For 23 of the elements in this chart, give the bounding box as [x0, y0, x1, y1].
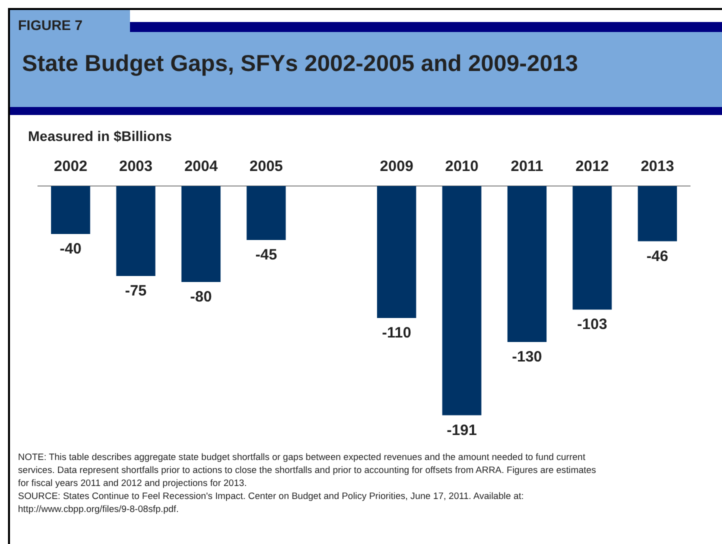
x-tick-label: 2003	[119, 158, 152, 176]
text: NOTE: This table describes aggregate state budget shortfalls or gaps between expected revenues and the amount needed to fund current services. Data represent shortfalls prior to actions to close the shortfalls and prior to accounting for offsets from ARRA. Figures are estimates for fiscal years 2011 and 2012 and projections for 2013.	[18, 451, 598, 490]
data-label: -191	[446, 422, 477, 439]
data-label: -110	[382, 324, 412, 342]
x-tick-label: 2002	[54, 158, 88, 176]
x-tick-label: 2010	[445, 158, 478, 176]
source-note: SOURCE: States Continue to Feel Recession's Impact. Center on Budget and Policy Priorities, June 17, 2011. Available at: http://www.cbpp.org/files/9-8-08sfp.pdf.	[18, 490, 525, 516]
data-label: -46	[646, 248, 668, 265]
chart-title: State Budget Gaps, SFYs 2002-2005 and 2009-2013	[22, 50, 578, 77]
x-tick-label: 2012	[576, 158, 609, 176]
data-label: -40	[60, 240, 82, 258]
x-tick-label: 2005	[250, 158, 283, 176]
data-label: -75	[124, 282, 147, 300]
x-tick-label: 2013	[640, 158, 674, 176]
x-tick-label: 2004	[184, 158, 218, 176]
chart-subtitle: Measured in $Billions	[28, 128, 172, 144]
x-tick-label: 2009	[380, 158, 414, 176]
data-label: -80	[190, 288, 212, 306]
caption: FIGURE 7	[18, 17, 83, 33]
data-label: -45	[255, 246, 278, 264]
data-label: -130	[512, 348, 542, 366]
data-label: -103	[577, 316, 608, 334]
x-tick-label: 2011	[510, 158, 544, 176]
